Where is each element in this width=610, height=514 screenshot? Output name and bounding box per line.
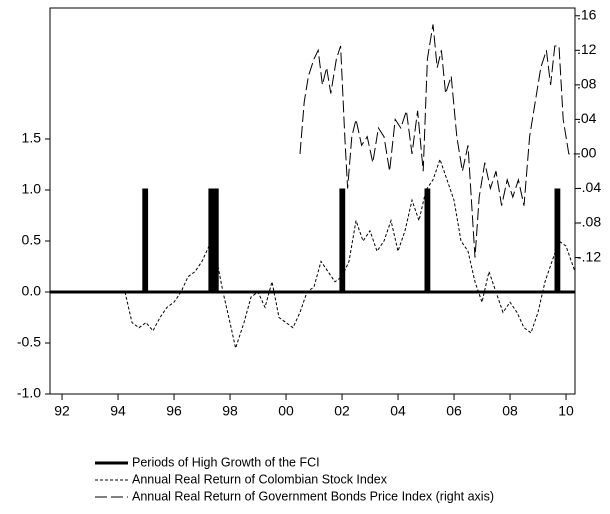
series-line bbox=[50, 188, 575, 294]
y2-tick-label: .04 bbox=[577, 110, 597, 126]
series-line bbox=[299, 24, 575, 258]
x-tick-label: 08 bbox=[502, 403, 518, 419]
y-tick-label: 1.5 bbox=[22, 130, 42, 146]
plot-frame bbox=[49, 7, 576, 395]
y2-tick-label: .00 bbox=[577, 145, 597, 161]
y-tick-label: 0.5 bbox=[22, 232, 42, 248]
x-tick-label: 98 bbox=[222, 403, 238, 419]
y2-tick-label: .12 bbox=[577, 41, 597, 57]
x-tick-label: 96 bbox=[166, 403, 182, 419]
y2-tick-label: -.04 bbox=[577, 179, 601, 195]
series-line bbox=[124, 157, 576, 350]
legend-label: Annual Real Return of Colombian Stock In… bbox=[132, 472, 388, 486]
x-tick-label: 04 bbox=[390, 403, 406, 419]
x-tick-label: 94 bbox=[110, 403, 126, 419]
y2-tick-label: .08 bbox=[577, 76, 597, 92]
y2-tick-label: -.12 bbox=[577, 248, 601, 264]
x-tick-label: 92 bbox=[54, 403, 70, 419]
legend-label: Annual Real Return of Government Bonds P… bbox=[132, 489, 494, 503]
y2-tick-label: .16 bbox=[577, 6, 597, 22]
y-tick-label: -0.5 bbox=[17, 334, 41, 350]
legend-label: Periods of High Growth of the FCI bbox=[132, 455, 320, 469]
y-tick-label: 1.0 bbox=[22, 181, 42, 197]
y-tick-label: -1.0 bbox=[17, 385, 41, 401]
y2-tick-label: -.08 bbox=[577, 214, 601, 230]
x-tick-label: 00 bbox=[278, 403, 294, 419]
x-tick-label: 02 bbox=[334, 403, 350, 419]
x-tick-label: 10 bbox=[558, 403, 574, 419]
x-tick-label: 06 bbox=[446, 403, 462, 419]
y-tick-label: 0.0 bbox=[22, 283, 42, 299]
